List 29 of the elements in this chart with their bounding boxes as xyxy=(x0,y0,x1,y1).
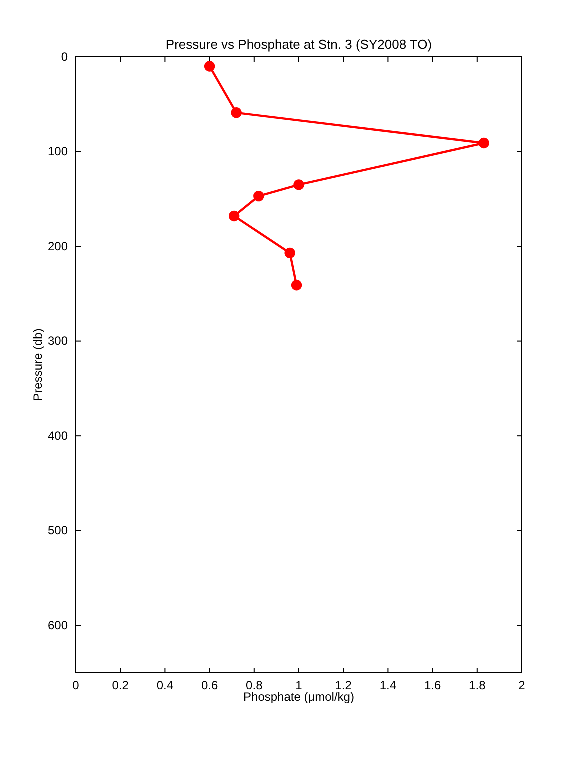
x-axis-title: Phosphate (μmol/kg) xyxy=(244,690,354,704)
point xyxy=(228,210,240,222)
x-tick-label: 0.8 xyxy=(246,678,264,693)
point xyxy=(478,138,490,149)
y-axis-title: Pressure (db) xyxy=(31,328,45,402)
x-tick-label: 1.4 xyxy=(380,678,397,693)
x-tick-label: 1.6 xyxy=(424,678,442,693)
chart-title: Pressure vs Phosphate at Stn. 3 (SY2008 TO) xyxy=(166,37,432,52)
x-tick-label: 2 xyxy=(518,678,526,693)
point xyxy=(291,280,302,291)
y-tick-label: 100 xyxy=(48,144,68,159)
y-tick-label: 0 xyxy=(61,50,68,64)
y-tick-label: 500 xyxy=(48,524,68,538)
y-tick-label: 200 xyxy=(48,239,68,254)
point xyxy=(284,248,296,259)
x-tick-label: 0.4 xyxy=(156,678,174,693)
x-tick-label: 1.8 xyxy=(469,678,486,693)
point xyxy=(204,61,216,72)
x-tick-label: 1 xyxy=(296,678,303,693)
x-tick-label: 0.2 xyxy=(112,678,130,693)
point xyxy=(231,108,242,118)
y-tick-label: 300 xyxy=(48,334,68,348)
y-tick-label: 400 xyxy=(48,428,68,443)
y-tick-label: 600 xyxy=(48,618,68,632)
x-tick-label: 0.6 xyxy=(201,678,218,693)
point xyxy=(254,190,264,202)
x-tick-label: 0 xyxy=(72,678,80,693)
x-tick-label: 1.2 xyxy=(335,678,352,693)
point xyxy=(294,180,304,190)
